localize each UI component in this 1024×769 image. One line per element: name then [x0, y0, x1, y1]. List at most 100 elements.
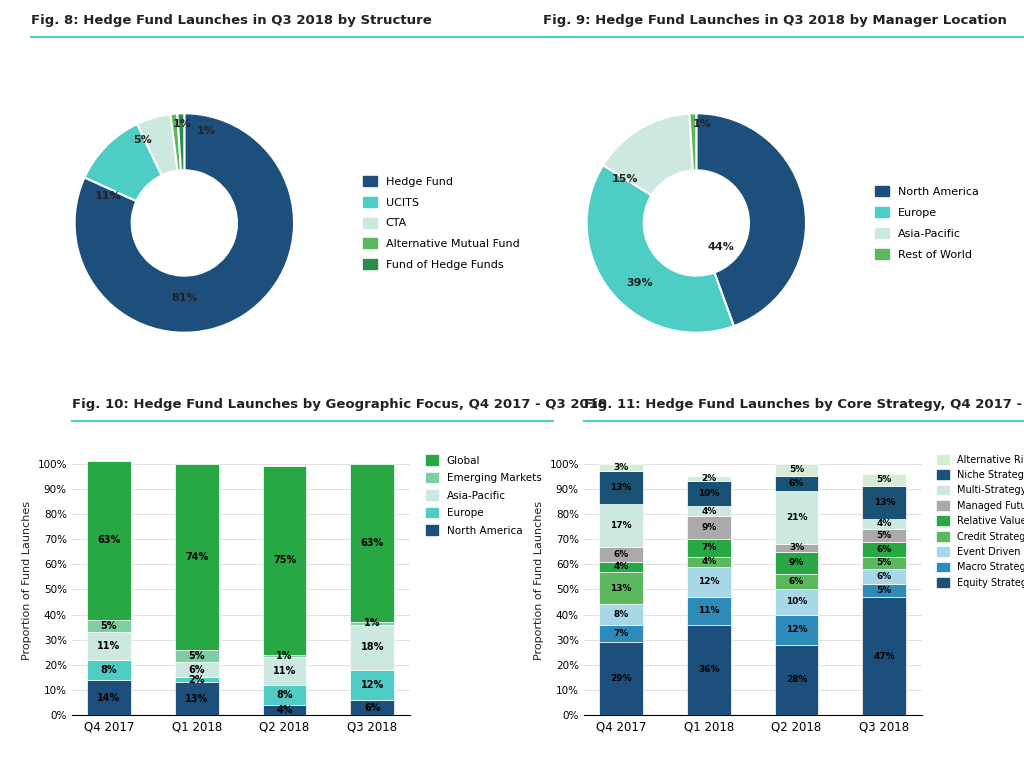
- Bar: [687, 597, 731, 624]
- Text: 5%: 5%: [188, 651, 205, 661]
- Bar: [687, 517, 731, 539]
- Text: 5%: 5%: [100, 621, 117, 631]
- Text: 39%: 39%: [626, 278, 652, 288]
- Bar: [687, 567, 731, 597]
- Text: 5%: 5%: [877, 586, 892, 595]
- Bar: [774, 464, 818, 476]
- Bar: [350, 700, 394, 715]
- Text: 11%: 11%: [698, 606, 720, 615]
- Bar: [599, 561, 643, 572]
- Bar: [862, 486, 906, 519]
- Text: 6%: 6%: [365, 703, 381, 713]
- Wedge shape: [689, 113, 696, 171]
- Text: 74%: 74%: [185, 551, 208, 561]
- Text: 9%: 9%: [788, 558, 804, 568]
- Text: 75%: 75%: [273, 555, 296, 565]
- Wedge shape: [137, 114, 177, 175]
- Text: 4%: 4%: [276, 705, 293, 715]
- Bar: [687, 476, 731, 481]
- Bar: [87, 680, 131, 715]
- Text: 4%: 4%: [701, 507, 717, 516]
- Bar: [862, 584, 906, 597]
- Text: 11%: 11%: [97, 641, 121, 651]
- Bar: [599, 642, 643, 715]
- Text: 21%: 21%: [785, 513, 807, 522]
- Wedge shape: [696, 113, 806, 326]
- Bar: [774, 614, 818, 644]
- Text: 7%: 7%: [613, 629, 629, 638]
- Text: 2%: 2%: [188, 675, 205, 685]
- Bar: [774, 574, 818, 589]
- Text: 4%: 4%: [701, 558, 717, 566]
- Bar: [87, 620, 131, 632]
- Text: 5%: 5%: [877, 558, 892, 568]
- Text: 5%: 5%: [877, 531, 892, 540]
- Bar: [862, 569, 906, 584]
- Text: 63%: 63%: [360, 538, 384, 548]
- Bar: [687, 557, 731, 567]
- Bar: [687, 624, 731, 715]
- Text: 3%: 3%: [613, 463, 629, 472]
- Text: 1%: 1%: [365, 618, 381, 628]
- Text: 13%: 13%: [610, 584, 632, 593]
- Bar: [175, 677, 219, 682]
- Text: 13%: 13%: [185, 694, 208, 704]
- Text: 9%: 9%: [701, 523, 717, 532]
- Bar: [774, 551, 818, 574]
- Text: 15%: 15%: [611, 174, 638, 184]
- Bar: [774, 476, 818, 491]
- Bar: [350, 624, 394, 670]
- Bar: [87, 660, 131, 680]
- Text: 5%: 5%: [133, 135, 152, 145]
- Bar: [175, 682, 219, 715]
- Bar: [87, 632, 131, 660]
- Text: 1%: 1%: [173, 119, 191, 129]
- Text: 6%: 6%: [788, 479, 804, 488]
- Text: 10%: 10%: [698, 489, 720, 498]
- Wedge shape: [177, 113, 184, 171]
- Bar: [175, 650, 219, 662]
- Text: Fig. 8: Hedge Fund Launches in Q3 2018 by Structure: Fig. 8: Hedge Fund Launches in Q3 2018 b…: [31, 14, 431, 27]
- Text: 18%: 18%: [360, 642, 384, 652]
- Text: 47%: 47%: [873, 651, 895, 661]
- Bar: [862, 557, 906, 569]
- Bar: [599, 471, 643, 504]
- Text: Fig. 9: Hedge Fund Launches in Q3 2018 by Manager Location: Fig. 9: Hedge Fund Launches in Q3 2018 b…: [543, 14, 1007, 27]
- Wedge shape: [85, 124, 162, 201]
- Legend: Hedge Fund, UCITS, CTA, Alternative Mutual Fund, Fund of Hedge Funds: Hedge Fund, UCITS, CTA, Alternative Mutu…: [358, 171, 523, 275]
- Bar: [350, 622, 394, 624]
- Bar: [862, 529, 906, 541]
- Bar: [687, 481, 731, 507]
- Text: 6%: 6%: [877, 572, 892, 581]
- Text: 81%: 81%: [171, 293, 198, 303]
- Bar: [862, 474, 906, 486]
- Legend: North America, Europe, Asia-Pacific, Rest of World: North America, Europe, Asia-Pacific, Res…: [870, 182, 983, 264]
- Y-axis label: Proportion of Fund Launches: Proportion of Fund Launches: [22, 501, 32, 660]
- Bar: [687, 507, 731, 517]
- Bar: [599, 547, 643, 561]
- Wedge shape: [75, 113, 294, 333]
- Text: 12%: 12%: [698, 578, 720, 586]
- Legend: Alternative Risk Premia, Niche Strategies, Multi-Strategy, Managed Futures/CTA, : Alternative Risk Premia, Niche Strategie…: [933, 451, 1024, 591]
- Bar: [350, 670, 394, 700]
- Bar: [599, 464, 643, 471]
- Text: 14%: 14%: [97, 693, 121, 703]
- Text: 8%: 8%: [276, 690, 293, 700]
- Bar: [262, 654, 306, 657]
- Bar: [599, 504, 643, 547]
- Legend: Global, Emerging Markets, Asia-Pacific, Europe, North America: Global, Emerging Markets, Asia-Pacific, …: [422, 451, 546, 540]
- Text: 28%: 28%: [785, 675, 807, 684]
- Text: 36%: 36%: [698, 665, 720, 674]
- Text: 10%: 10%: [785, 598, 807, 607]
- Text: Fig. 10: Hedge Fund Launches by Geographic Focus, Q4 2017 - Q3 2018: Fig. 10: Hedge Fund Launches by Geograph…: [72, 398, 607, 411]
- Text: 17%: 17%: [610, 521, 632, 530]
- Text: 63%: 63%: [97, 535, 121, 545]
- Text: 11%: 11%: [94, 191, 121, 201]
- Text: 8%: 8%: [613, 610, 629, 619]
- Text: 6%: 6%: [613, 550, 629, 559]
- Bar: [262, 685, 306, 705]
- Text: 7%: 7%: [701, 544, 717, 552]
- Text: 4%: 4%: [613, 562, 629, 571]
- Bar: [262, 705, 306, 715]
- Text: 2%: 2%: [701, 474, 717, 483]
